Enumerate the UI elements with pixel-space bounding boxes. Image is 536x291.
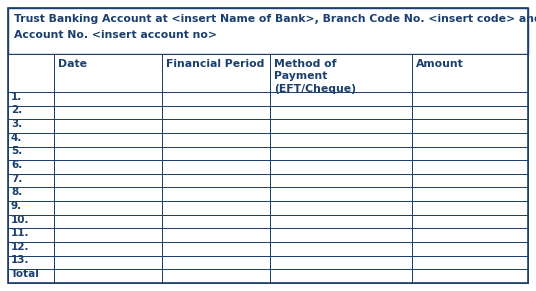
Bar bbox=[54, 147, 162, 160]
Bar bbox=[8, 8, 528, 54]
Bar bbox=[162, 201, 270, 215]
Bar bbox=[412, 242, 528, 256]
Text: Financial Period: Financial Period bbox=[166, 59, 264, 69]
Bar bbox=[8, 133, 54, 147]
Text: Account No. <insert account no>: Account No. <insert account no> bbox=[14, 31, 217, 40]
Text: 9.: 9. bbox=[11, 201, 22, 211]
Bar bbox=[162, 160, 270, 174]
Bar bbox=[8, 187, 54, 201]
Text: 11.: 11. bbox=[11, 228, 29, 238]
Bar bbox=[270, 54, 412, 92]
Bar bbox=[54, 160, 162, 174]
Text: Method of
Payment
(EFT/Cheque): Method of Payment (EFT/Cheque) bbox=[274, 59, 356, 94]
Bar bbox=[270, 119, 412, 133]
Text: Total: Total bbox=[11, 269, 40, 279]
Bar bbox=[412, 215, 528, 228]
Text: 10.: 10. bbox=[11, 214, 29, 225]
Bar bbox=[270, 106, 412, 119]
Text: 13.: 13. bbox=[11, 255, 29, 265]
Text: 8.: 8. bbox=[11, 187, 23, 197]
Bar bbox=[54, 215, 162, 228]
Bar bbox=[54, 201, 162, 215]
Bar bbox=[54, 187, 162, 201]
Bar bbox=[8, 106, 54, 119]
Text: 2.: 2. bbox=[11, 105, 23, 116]
Bar bbox=[162, 92, 270, 106]
Bar bbox=[54, 228, 162, 242]
Bar bbox=[412, 106, 528, 119]
Bar bbox=[412, 256, 528, 269]
Text: Trust Banking Account at <insert Name of Bank>, Branch Code No. <insert code> an: Trust Banking Account at <insert Name of… bbox=[14, 14, 536, 24]
Bar bbox=[412, 160, 528, 174]
Bar bbox=[270, 187, 412, 201]
Bar bbox=[270, 269, 412, 283]
Bar bbox=[162, 106, 270, 119]
Bar bbox=[270, 147, 412, 160]
Bar bbox=[54, 119, 162, 133]
Bar bbox=[270, 242, 412, 256]
Bar bbox=[54, 133, 162, 147]
Text: 4.: 4. bbox=[11, 133, 23, 143]
Bar bbox=[270, 160, 412, 174]
Bar bbox=[8, 242, 54, 256]
Bar bbox=[8, 147, 54, 160]
Bar bbox=[162, 215, 270, 228]
Bar bbox=[270, 215, 412, 228]
Bar bbox=[270, 92, 412, 106]
Bar bbox=[54, 54, 162, 92]
Bar bbox=[162, 133, 270, 147]
Bar bbox=[8, 119, 54, 133]
Bar bbox=[162, 119, 270, 133]
Bar bbox=[54, 92, 162, 106]
Bar bbox=[162, 228, 270, 242]
Text: 12.: 12. bbox=[11, 242, 29, 252]
Bar bbox=[8, 215, 54, 228]
Bar bbox=[8, 201, 54, 215]
Bar bbox=[412, 187, 528, 201]
Bar bbox=[162, 187, 270, 201]
Bar bbox=[412, 54, 528, 92]
Bar bbox=[54, 269, 162, 283]
Text: 1.: 1. bbox=[11, 92, 23, 102]
Bar bbox=[8, 228, 54, 242]
Text: Date: Date bbox=[58, 59, 87, 69]
Bar bbox=[270, 133, 412, 147]
Bar bbox=[8, 92, 54, 106]
Text: 3.: 3. bbox=[11, 119, 23, 129]
Bar bbox=[412, 269, 528, 283]
Bar bbox=[412, 228, 528, 242]
Bar bbox=[162, 269, 270, 283]
Bar bbox=[8, 174, 54, 187]
Bar bbox=[162, 54, 270, 92]
Bar bbox=[54, 256, 162, 269]
Bar bbox=[54, 174, 162, 187]
Bar bbox=[412, 119, 528, 133]
Bar bbox=[162, 174, 270, 187]
Bar bbox=[8, 160, 54, 174]
Bar bbox=[412, 147, 528, 160]
Bar bbox=[162, 256, 270, 269]
Bar bbox=[8, 269, 54, 283]
Bar bbox=[412, 92, 528, 106]
Bar bbox=[412, 174, 528, 187]
Bar bbox=[54, 242, 162, 256]
Bar bbox=[412, 133, 528, 147]
Text: 7.: 7. bbox=[11, 174, 23, 184]
Bar bbox=[54, 106, 162, 119]
Bar bbox=[270, 256, 412, 269]
Bar bbox=[162, 147, 270, 160]
Bar bbox=[412, 201, 528, 215]
Bar bbox=[8, 256, 54, 269]
Text: 6.: 6. bbox=[11, 160, 23, 170]
Bar bbox=[270, 174, 412, 187]
Bar bbox=[270, 201, 412, 215]
Text: Amount: Amount bbox=[415, 59, 463, 69]
Text: 5.: 5. bbox=[11, 146, 23, 156]
Bar bbox=[270, 228, 412, 242]
Bar bbox=[162, 242, 270, 256]
Bar bbox=[8, 54, 54, 92]
